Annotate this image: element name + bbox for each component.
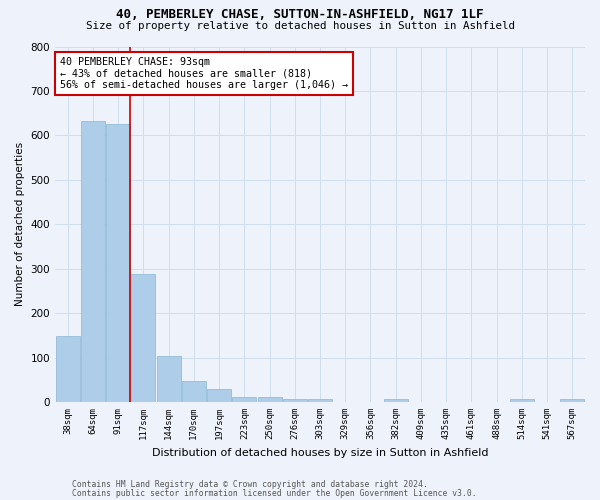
Bar (106, 124, 130, 402)
X-axis label: Distribution of detached houses by size in Sutton in Ashfield: Distribution of detached houses by size … (152, 448, 488, 458)
Bar (56, 336, 80, 402)
Y-axis label: Number of detached properties: Number of detached properties (15, 142, 25, 306)
Bar (560, 400, 584, 402)
Text: 40, PEMBERLEY CHASE, SUTTON-IN-ASHFIELD, NG17 1LF: 40, PEMBERLEY CHASE, SUTTON-IN-ASHFIELD,… (116, 8, 484, 20)
Text: Contains public sector information licensed under the Open Government Licence v3: Contains public sector information licen… (72, 490, 476, 498)
Bar (232, 396, 256, 402)
Bar (207, 388, 231, 402)
Text: Contains HM Land Registry data © Crown copyright and database right 2024.: Contains HM Land Registry data © Crown c… (72, 480, 428, 489)
Text: 40 PEMBERLEY CHASE: 93sqm
← 43% of detached houses are smaller (818)
56% of semi: 40 PEMBERLEY CHASE: 93sqm ← 43% of detac… (61, 57, 349, 90)
Bar (131, 274, 155, 402)
Bar (308, 400, 332, 402)
Bar (257, 397, 281, 402)
Bar (157, 356, 181, 402)
Bar (384, 399, 408, 402)
Text: Size of property relative to detached houses in Sutton in Ashfield: Size of property relative to detached ho… (86, 21, 515, 31)
Bar (510, 400, 534, 402)
Bar (283, 399, 307, 402)
Bar (182, 381, 206, 402)
Bar (81, 121, 105, 402)
